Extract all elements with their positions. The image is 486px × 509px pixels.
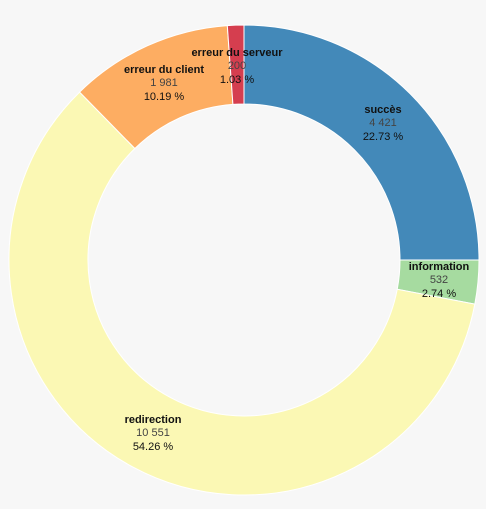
slices-group <box>8 24 480 496</box>
category-label-1: information <box>409 261 470 273</box>
value-label-4: 200 <box>228 60 246 72</box>
value-label-2: 10 551 <box>136 427 170 439</box>
percent-label-0: 22.73 % <box>363 131 404 143</box>
category-label-0: succès <box>364 104 401 116</box>
category-label-4: erreur du serveur <box>191 47 283 59</box>
percent-label-1: 2.74 % <box>422 288 456 300</box>
value-label-3: 1 981 <box>150 77 178 89</box>
slice-0[interactable] <box>243 24 480 261</box>
percent-label-3: 10.19 % <box>144 91 185 103</box>
value-label-1: 532 <box>430 274 448 286</box>
percent-label-4: 1.03 % <box>220 74 254 86</box>
category-label-2: redirection <box>125 414 182 426</box>
category-label-3: erreur du client <box>124 64 204 76</box>
percent-label-2: 54.26 % <box>133 441 174 453</box>
value-label-0: 4 421 <box>369 117 397 129</box>
slice-2[interactable] <box>8 91 476 496</box>
slice-4[interactable] <box>226 24 245 105</box>
